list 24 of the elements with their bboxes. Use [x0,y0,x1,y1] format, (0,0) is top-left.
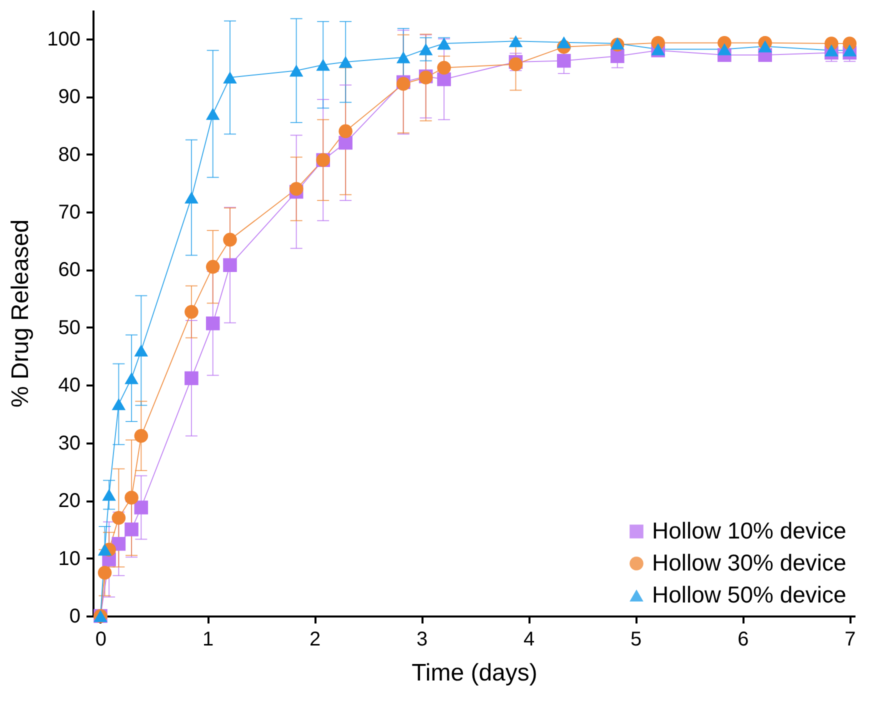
legend-label: Hollow 30% device [652,550,846,576]
x-tick-label: 5 [630,628,642,650]
y-axis-title: % Drug Released [7,219,34,408]
y-tick-label: 0 [69,606,80,628]
x-tick-label: 1 [202,628,214,650]
y-tick-label: 40 [58,374,80,397]
x-tick-label: 0 [95,628,107,650]
x-tick-label: 3 [416,628,428,650]
x-tick-label: 4 [524,628,535,650]
x-tick-label: 6 [738,628,749,650]
y-tick-label: 90 [58,86,80,108]
y-tick-label: 10 [58,548,80,570]
legend-label: Hollow 50% device [652,582,846,608]
legend-label: Hollow 10% device [652,518,846,544]
y-tick-label: 80 [58,144,80,166]
x-tick-label: 2 [309,628,321,650]
x-axis-title: Time (days) [412,660,538,686]
y-tick-label: 20 [58,490,80,512]
y-tick-label: 50 [58,316,80,339]
y-tick-label: 100 [47,28,80,50]
y-tick-label: 70 [58,202,80,224]
y-tick-label: 60 [58,259,80,282]
y-tick-label: 30 [58,432,80,454]
x-tick-label: 7 [844,628,856,650]
